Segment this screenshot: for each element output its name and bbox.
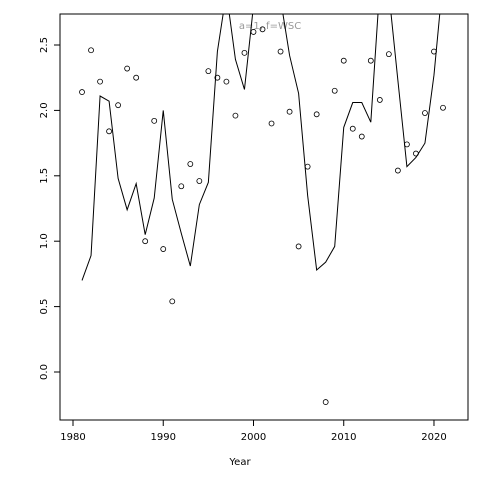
- data-point: [241, 49, 248, 56]
- y-tick-label: 0.5: [39, 299, 50, 315]
- data-point: [169, 298, 176, 305]
- data-point: [250, 29, 257, 35]
- data-point: [440, 104, 446, 111]
- data-point: [142, 238, 149, 245]
- x-tick-label: 1990: [151, 432, 176, 443]
- data-point: [431, 48, 437, 55]
- data-point: [404, 141, 410, 148]
- data-point: [124, 65, 131, 72]
- data-point: [223, 78, 230, 85]
- data-point: [151, 117, 158, 124]
- data-point: [413, 150, 419, 157]
- fitted-line: [81, 14, 441, 281]
- data-point: [385, 51, 392, 58]
- data-point: [313, 111, 320, 118]
- data-point: [79, 89, 85, 95]
- data-point: [340, 57, 347, 64]
- data-point: [214, 74, 221, 81]
- data-point: [394, 167, 401, 174]
- data-point: [422, 110, 428, 116]
- data-point: [133, 74, 140, 81]
- data-point: [106, 128, 112, 135]
- x-axis-label: Year: [228, 457, 251, 468]
- data-point: [322, 399, 329, 405]
- data-point: [178, 183, 185, 190]
- data-point: [358, 133, 365, 140]
- data-point: [232, 112, 239, 119]
- data-point: [115, 102, 122, 109]
- x-tick-label: 2020: [421, 432, 446, 443]
- plot-area: [79, 14, 446, 405]
- chart-title: a=1, f=WSC: [239, 21, 301, 32]
- data-point: [196, 178, 203, 184]
- y-tick-label: 2.0: [39, 102, 50, 118]
- x-tick-label: 2000: [241, 432, 266, 443]
- plot-frame: [59, 13, 469, 421]
- data-point: [295, 243, 302, 250]
- data-point: [268, 120, 275, 127]
- data-point: [205, 68, 212, 75]
- data-point: [349, 125, 356, 132]
- data-point: [286, 108, 293, 115]
- y-tick-label: 0.0: [39, 364, 50, 380]
- y-tick-label: 1.5: [39, 168, 50, 184]
- x-tick-label: 1980: [60, 432, 85, 443]
- data-point: [97, 78, 103, 85]
- data-point: [160, 246, 167, 252]
- y-tick-label: 2.5: [39, 37, 50, 53]
- data-point: [331, 87, 338, 94]
- x-tick-label: 2010: [331, 432, 356, 443]
- data-point: [376, 97, 383, 103]
- y-tick-label: 1.0: [39, 233, 50, 249]
- data-point: [304, 163, 311, 170]
- data-point: [259, 26, 266, 33]
- data-point: [277, 48, 284, 55]
- data-point: [88, 47, 94, 54]
- data-point: [367, 57, 374, 64]
- data-point: [187, 161, 194, 167]
